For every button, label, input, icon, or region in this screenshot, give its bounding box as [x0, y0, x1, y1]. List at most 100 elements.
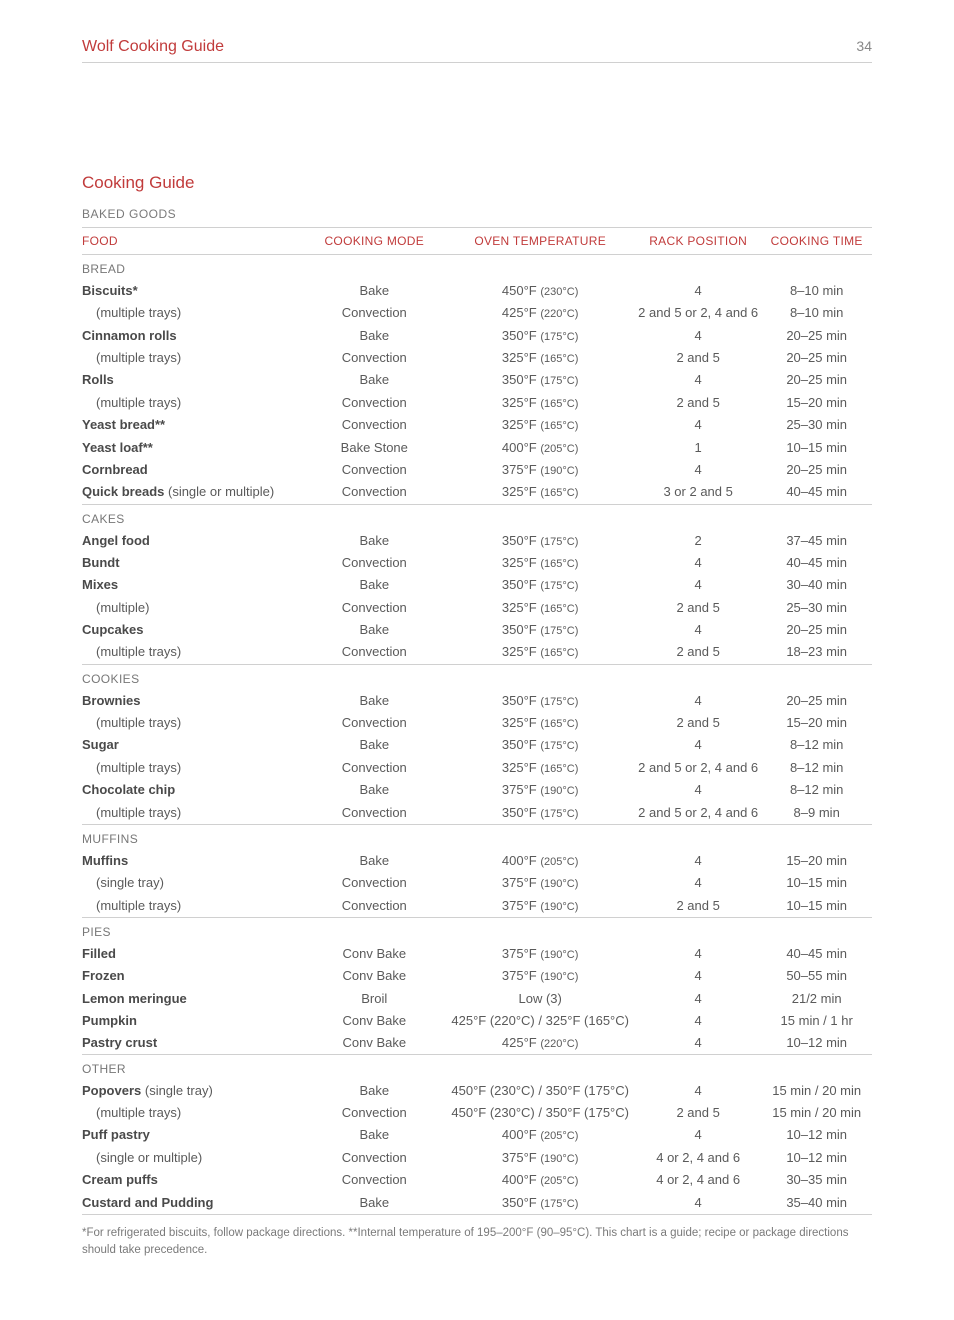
cell-temp: 350°F (175°C) [445, 690, 635, 712]
cell-temp: 450°F (230°C) [445, 280, 635, 302]
header-title: Wolf Cooking Guide [82, 38, 224, 56]
cell-time: 10–15 min [761, 437, 872, 459]
cell-temp: 350°F (175°C) [445, 530, 635, 552]
cell-time: 30–40 min [761, 574, 872, 596]
cell-food: Quick breads (single or multiple) [82, 481, 303, 504]
page-header: Wolf Cooking Guide 34 [82, 38, 872, 63]
cell-temp: 425°F (220°C) / 325°F (165°C) [445, 1010, 635, 1032]
cell-time: 8–12 min [761, 734, 872, 756]
cell-temp: 325°F (165°C) [445, 552, 635, 574]
cell-food: (multiple trays) [82, 895, 303, 918]
cell-food: Yeast loaf** [82, 437, 303, 459]
cell-temp: 350°F (175°C) [445, 325, 635, 347]
cell-food: Pastry crust [82, 1032, 303, 1055]
cell-food: Cream puffs [82, 1169, 303, 1191]
cell-time: 40–45 min [761, 552, 872, 574]
cell-temp: 375°F (190°C) [445, 895, 635, 918]
cell-time: 20–25 min [761, 325, 872, 347]
table-row: (multiple trays)Convection325°F (165°C)2… [82, 641, 872, 664]
cell-temp: 325°F (165°C) [445, 641, 635, 664]
cell-food: (multiple trays) [82, 641, 303, 664]
cell-mode: Convection [303, 481, 445, 504]
group-header: COOKIES [82, 665, 872, 690]
cell-rack: 4 [635, 1192, 761, 1215]
cell-food: Custard and Pudding [82, 1192, 303, 1215]
table-row: Biscuits*Bake450°F (230°C)48–10 min [82, 280, 872, 302]
cell-food: Biscuits* [82, 280, 303, 302]
cell-time: 15 min / 20 min [761, 1102, 872, 1124]
cell-rack: 2 and 5 [635, 895, 761, 918]
cell-food: (multiple trays) [82, 1102, 303, 1124]
cell-food: Mixes [82, 574, 303, 596]
table-row: Cinnamon rollsBake350°F (175°C)420–25 mi… [82, 325, 872, 347]
cell-mode: Convection [303, 872, 445, 894]
cell-food: (multiple) [82, 597, 303, 619]
table-row: CupcakesBake350°F (175°C)420–25 min [82, 619, 872, 641]
cell-temp: 350°F (175°C) [445, 574, 635, 596]
cell-temp: 325°F (165°C) [445, 347, 635, 369]
cell-rack: 2 and 5 [635, 347, 761, 369]
cell-mode: Convection [303, 1147, 445, 1169]
group-header: OTHER [82, 1055, 872, 1080]
group-name: BREAD [82, 255, 872, 280]
cell-rack: 1 [635, 437, 761, 459]
table-row: Cream puffsConvection400°F (205°C)4 or 2… [82, 1169, 872, 1191]
cell-food: Popovers (single tray) [82, 1080, 303, 1102]
cell-time: 10–12 min [761, 1032, 872, 1055]
cell-mode: Broil [303, 988, 445, 1010]
cell-temp: 325°F (165°C) [445, 597, 635, 619]
cell-rack: 2 and 5 [635, 1102, 761, 1124]
cell-rack: 4 [635, 325, 761, 347]
table-row: Yeast loaf**Bake Stone400°F (205°C)110–1… [82, 437, 872, 459]
cell-time: 20–25 min [761, 347, 872, 369]
cell-mode: Bake Stone [303, 437, 445, 459]
cell-mode: Bake [303, 619, 445, 641]
table-row: PumpkinConv Bake425°F (220°C) / 325°F (1… [82, 1010, 872, 1032]
cell-time: 8–10 min [761, 280, 872, 302]
cell-time: 8–10 min [761, 302, 872, 324]
table-row: SugarBake350°F (175°C)48–12 min [82, 734, 872, 756]
cell-rack: 4 [635, 988, 761, 1010]
cell-mode: Convection [303, 302, 445, 324]
cooking-table: FOOD COOKING MODE OVEN TEMPERATURE RACK … [82, 227, 872, 1215]
cell-rack: 4 [635, 414, 761, 436]
table-row: (single tray)Convection375°F (190°C)410–… [82, 872, 872, 894]
cell-time: 15–20 min [761, 712, 872, 734]
cell-food: (multiple trays) [82, 347, 303, 369]
group-name: CAKES [82, 505, 872, 530]
table-row: Puff pastryBake400°F (205°C)410–12 min [82, 1124, 872, 1146]
cell-rack: 4 or 2, 4 and 6 [635, 1147, 761, 1169]
cell-rack: 4 [635, 369, 761, 391]
cell-rack: 2 and 5 [635, 392, 761, 414]
cell-temp: 375°F (190°C) [445, 459, 635, 481]
cell-temp: 375°F (190°C) [445, 943, 635, 965]
cell-mode: Conv Bake [303, 943, 445, 965]
cell-rack: 2 [635, 530, 761, 552]
cell-time: 25–30 min [761, 414, 872, 436]
cell-rack: 2 and 5 [635, 712, 761, 734]
cell-food: (multiple trays) [82, 757, 303, 779]
cell-mode: Bake [303, 530, 445, 552]
cell-temp: 350°F (175°C) [445, 802, 635, 825]
cell-temp: 450°F (230°C) / 350°F (175°C) [445, 1080, 635, 1102]
cell-food: (single or multiple) [82, 1147, 303, 1169]
table-row: (single or multiple)Convection375°F (190… [82, 1147, 872, 1169]
cell-mode: Conv Bake [303, 965, 445, 987]
cell-temp: 325°F (165°C) [445, 481, 635, 504]
cell-food: Cinnamon rolls [82, 325, 303, 347]
cell-mode: Bake [303, 850, 445, 872]
table-row: Popovers (single tray)Bake450°F (230°C) … [82, 1080, 872, 1102]
cell-rack: 4 [635, 690, 761, 712]
cell-mode: Bake [303, 779, 445, 801]
table-header-row: FOOD COOKING MODE OVEN TEMPERATURE RACK … [82, 228, 872, 255]
cell-time: 20–25 min [761, 459, 872, 481]
cell-temp: 400°F (205°C) [445, 850, 635, 872]
cell-temp: 375°F (190°C) [445, 965, 635, 987]
cell-mode: Bake [303, 1124, 445, 1146]
cell-time: 10–15 min [761, 872, 872, 894]
footnote: *For refrigerated biscuits, follow packa… [82, 1225, 872, 1260]
cell-food: Cupcakes [82, 619, 303, 641]
cell-time: 50–55 min [761, 965, 872, 987]
cell-temp: 375°F (190°C) [445, 1147, 635, 1169]
cell-mode: Convection [303, 392, 445, 414]
